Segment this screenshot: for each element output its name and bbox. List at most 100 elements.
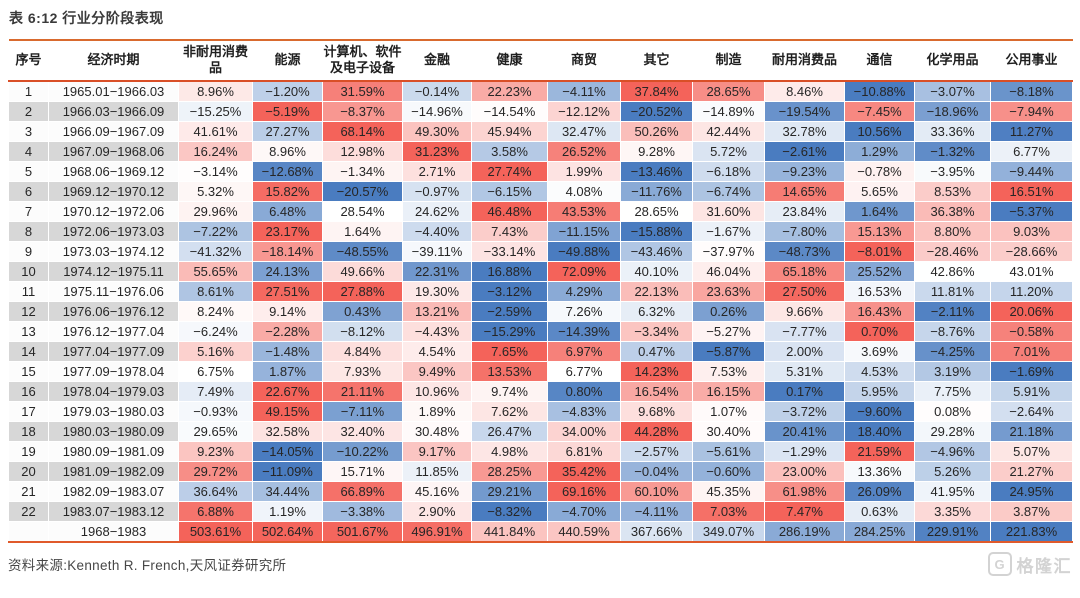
value-cell: 4.84% xyxy=(322,340,403,362)
value-cell: 28.65% xyxy=(620,200,693,222)
value-cell: −2.57% xyxy=(620,440,693,462)
row-number-cell: 22 xyxy=(8,500,49,522)
value-cell: 5.95% xyxy=(844,380,915,402)
value-cell: −6.18% xyxy=(692,160,765,182)
row-number-cell: 19 xyxy=(8,440,49,462)
value-cell: 13.21% xyxy=(402,300,472,322)
value-cell: 367.66% xyxy=(620,520,693,542)
value-cell: 496.91% xyxy=(402,520,472,542)
value-cell: 3.58% xyxy=(471,140,548,162)
value-cell: 29.72% xyxy=(178,460,253,482)
value-cell: 6.75% xyxy=(178,360,253,382)
row-number-cell: 11 xyxy=(8,280,49,302)
value-cell: 7.53% xyxy=(692,360,765,382)
value-cell: −2.61% xyxy=(764,140,845,162)
period-cell: 1974.12−1975.11 xyxy=(48,260,179,282)
value-cell: 29.65% xyxy=(178,420,253,442)
value-cell: 502.64% xyxy=(252,520,323,542)
value-cell: 4.54% xyxy=(402,340,472,362)
value-cell: 55.65% xyxy=(178,260,253,282)
value-cell: 284.25% xyxy=(844,520,915,542)
value-cell: 9.17% xyxy=(402,440,472,462)
value-cell: −6.24% xyxy=(178,320,253,342)
value-cell: 16.51% xyxy=(990,180,1073,202)
value-cell: 10.96% xyxy=(402,380,472,402)
value-cell: 27.27% xyxy=(252,120,323,142)
value-cell: −15.25% xyxy=(178,100,253,122)
table-row: 22 1983.07−1983.12 6.88% 1.19% −3.38% 2.90% −8… xyxy=(8,500,1073,522)
value-cell: −28.66% xyxy=(990,240,1073,262)
value-cell: 9.14% xyxy=(252,300,323,322)
table-row: 2 1966.03−1966.09 −15.25% −5.19% −8.37% −14.9… xyxy=(8,100,1073,122)
value-cell: −4.11% xyxy=(547,80,621,102)
value-cell: 21.11% xyxy=(322,380,403,402)
value-cell: 16.54% xyxy=(620,380,693,402)
value-cell: 503.61% xyxy=(178,520,253,542)
value-cell: 2.71% xyxy=(402,160,472,182)
value-cell: 32.47% xyxy=(547,120,621,142)
value-cell: 1.29% xyxy=(844,140,915,162)
value-cell: 221.83% xyxy=(990,520,1073,542)
value-cell: 18.40% xyxy=(844,420,915,442)
value-cell: −15.29% xyxy=(471,320,548,342)
column-header: 公用事业 xyxy=(990,40,1073,81)
value-cell: 25.52% xyxy=(844,260,915,282)
footer: 资料来源:Kenneth R. French,天风证券研究所 G 格隆汇 xyxy=(8,552,1072,577)
period-cell: 1972.06−1973.03 xyxy=(48,220,179,242)
value-cell: 9.49% xyxy=(402,360,472,382)
value-cell: 0.26% xyxy=(692,300,765,322)
column-header: 耐用消费品 xyxy=(764,40,845,81)
value-cell: −0.14% xyxy=(402,80,472,102)
value-cell: −1.69% xyxy=(990,360,1073,382)
value-cell: 1.64% xyxy=(844,200,915,222)
value-cell: 10.56% xyxy=(844,120,915,142)
value-cell: −5.37% xyxy=(990,200,1073,222)
value-cell: 7.47% xyxy=(764,500,845,522)
value-cell: 0.80% xyxy=(547,380,621,402)
value-cell: −7.80% xyxy=(764,220,845,242)
table-row: 11 1975.11−1976.06 8.61% 27.51% 27.88% 19.30%… xyxy=(8,280,1073,302)
value-cell: 45.94% xyxy=(471,120,548,142)
value-cell: 8.53% xyxy=(914,180,991,202)
value-cell: 7.75% xyxy=(914,380,991,402)
value-cell: 20.06% xyxy=(990,300,1073,322)
value-cell: 27.50% xyxy=(764,280,845,302)
value-cell: 16.88% xyxy=(471,260,548,282)
value-cell: 27.88% xyxy=(322,280,403,302)
value-cell: −8.18% xyxy=(990,80,1073,102)
value-cell: 3.87% xyxy=(990,500,1073,522)
value-cell: 6.88% xyxy=(178,500,253,522)
value-cell: −10.22% xyxy=(322,440,403,462)
value-cell: 20.41% xyxy=(764,420,845,442)
value-cell: −1.29% xyxy=(764,440,845,462)
table-row: 21 1982.09−1983.07 36.64% 34.44% 66.89% 45.16… xyxy=(8,480,1073,502)
value-cell: 7.62% xyxy=(471,400,548,422)
value-cell: −7.22% xyxy=(178,220,253,242)
value-cell: 0.63% xyxy=(844,500,915,522)
value-cell: 0.43% xyxy=(322,300,403,322)
value-cell: −4.25% xyxy=(914,340,991,362)
value-cell: 15.71% xyxy=(322,460,403,482)
value-cell: −5.27% xyxy=(692,320,765,342)
row-number-cell: 3 xyxy=(8,120,49,142)
value-cell: 0.47% xyxy=(620,340,693,362)
value-cell: −4.43% xyxy=(402,320,472,342)
table-row: 6 1969.12−1970.12 5.32% 15.82% −20.57% −0.97%… xyxy=(8,180,1073,202)
value-cell: −3.38% xyxy=(322,500,403,522)
value-cell: 24.95% xyxy=(990,480,1073,502)
value-cell: −5.87% xyxy=(692,340,765,362)
value-cell: 9.66% xyxy=(764,300,845,322)
row-number-cell: 12 xyxy=(8,300,49,322)
value-cell: 4.98% xyxy=(471,440,548,462)
value-cell: 31.23% xyxy=(402,140,472,162)
period-cell: 1978.04−1979.03 xyxy=(48,380,179,402)
value-cell: −12.68% xyxy=(252,160,323,182)
period-cell: 1981.09−1982.09 xyxy=(48,460,179,482)
period-cell: 1980.03−1980.09 xyxy=(48,420,179,442)
value-cell: 229.91% xyxy=(914,520,991,542)
value-cell: −15.88% xyxy=(620,220,693,242)
value-cell: 49.15% xyxy=(252,400,323,422)
value-cell: 28.54% xyxy=(322,200,403,222)
value-cell: 37.84% xyxy=(620,80,693,102)
value-cell: −13.46% xyxy=(620,160,693,182)
